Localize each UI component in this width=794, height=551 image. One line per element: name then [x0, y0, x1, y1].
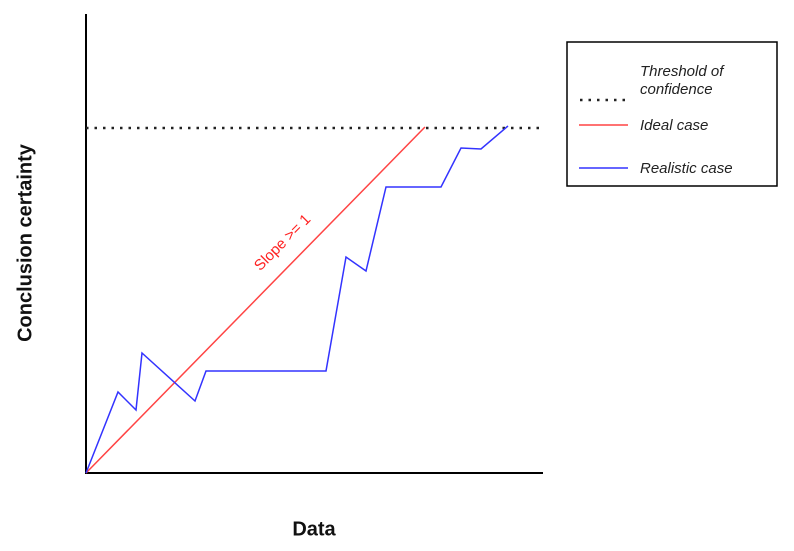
legend-label: confidence — [640, 81, 713, 98]
y-axis-label: Conclusion certainty — [14, 143, 36, 342]
x-axis-label: Data — [292, 518, 336, 540]
slope-annotation: Slope >= 1 — [251, 211, 314, 274]
legend-label: Ideal case — [640, 117, 708, 134]
legend — [566, 41, 778, 187]
ideal-line — [85, 126, 426, 474]
legend-label: Realistic case — [640, 160, 733, 177]
legend-label: Threshold of — [640, 63, 725, 80]
realistic-line — [85, 125, 509, 474]
